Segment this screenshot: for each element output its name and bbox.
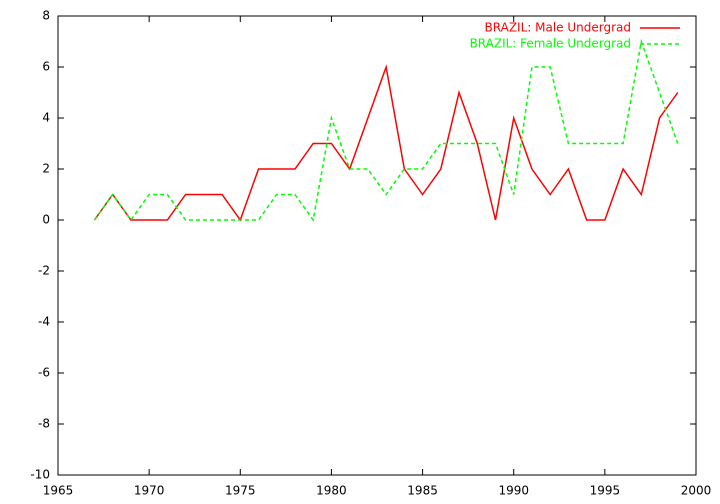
series-line xyxy=(93,38,679,222)
y-tick-label: -4 xyxy=(38,315,50,329)
x-tick-label: 1975 xyxy=(225,484,256,498)
y-tick-label: -8 xyxy=(38,417,50,431)
y-tick-label: 8 xyxy=(42,9,50,23)
x-tick-label: 1995 xyxy=(590,484,621,498)
x-tick-label: 1980 xyxy=(316,484,347,498)
x-tick-label: 2000 xyxy=(681,484,712,498)
legend-label: BRAZIL: Male Undergrad xyxy=(485,21,631,35)
y-tick-label: 4 xyxy=(42,111,50,125)
x-tick-label: 1990 xyxy=(498,484,529,498)
y-tick-label: 2 xyxy=(42,162,50,176)
y-tick-label: -6 xyxy=(38,366,50,380)
x-tick-label: 1985 xyxy=(407,484,438,498)
legend-label: BRAZIL: Female Undergrad xyxy=(470,37,631,51)
x-tick-label: 1965 xyxy=(43,484,74,498)
plot-frame xyxy=(57,15,697,476)
series-line xyxy=(93,64,679,222)
y-tick-label: 0 xyxy=(42,213,50,227)
y-tick-label: 6 xyxy=(42,60,50,74)
x-tick-label: 1970 xyxy=(134,484,165,498)
y-tick-label: -10 xyxy=(30,468,50,482)
y-tick-label: -2 xyxy=(38,264,50,278)
